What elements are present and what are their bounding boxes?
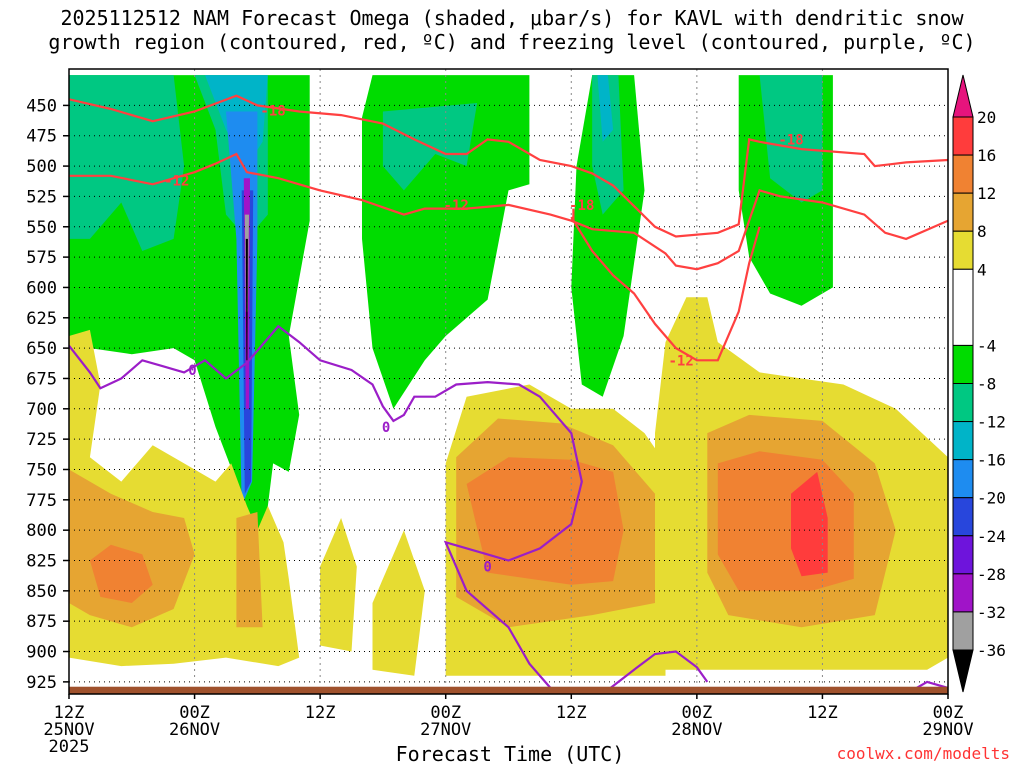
x-axis-title: Forecast Time (UTC) bbox=[395, 742, 625, 766]
y-tick-label: 550 bbox=[26, 218, 57, 238]
colorbar-tick-label: 8 bbox=[977, 222, 987, 241]
colorbar-swatch bbox=[952, 497, 974, 537]
y-tick-label: 500 bbox=[26, 157, 57, 177]
y-tick-label: 775 bbox=[26, 491, 57, 511]
colorbar-swatch bbox=[952, 611, 974, 651]
contour-label: 0 bbox=[483, 560, 491, 576]
x-tick-date: 27NOV bbox=[420, 720, 471, 740]
colorbar-tick-label: -24 bbox=[977, 527, 1006, 546]
omega-region-17 bbox=[320, 518, 357, 652]
x-tick-label: 00Z bbox=[681, 703, 712, 723]
colorbar-swatch bbox=[952, 421, 974, 461]
omega-region-10 bbox=[597, 75, 614, 142]
contour-label: 0 bbox=[188, 363, 196, 379]
omega-region-26 bbox=[466, 457, 624, 585]
colorbar-tick-label: -12 bbox=[977, 413, 1006, 432]
y-tick-label: 850 bbox=[26, 582, 57, 602]
x-tick-label: 00Z bbox=[933, 703, 964, 723]
y-tick-label: 900 bbox=[26, 643, 57, 663]
x-tick-date: 29NOV bbox=[922, 720, 973, 740]
x-tick-label: 00Z bbox=[430, 703, 461, 723]
omega-region-27 bbox=[717, 451, 854, 591]
colorbar-tick-label: -4 bbox=[977, 336, 996, 355]
x-tick-date: 26NOV bbox=[169, 720, 220, 740]
y-tick-label: 525 bbox=[26, 187, 57, 207]
colorbar-tick-label: -8 bbox=[977, 375, 996, 394]
colorbar-tick-label: -20 bbox=[977, 489, 1006, 508]
plot-frame bbox=[68, 68, 949, 695]
colorbar-tick-label: -36 bbox=[977, 641, 1006, 660]
x-tick-year: 2025 bbox=[49, 737, 90, 757]
colorbar-swatch bbox=[952, 268, 974, 346]
omega-region-28 bbox=[791, 471, 828, 577]
colorbar-tick-label: 16 bbox=[977, 146, 996, 165]
omega-region-25 bbox=[89, 544, 153, 603]
omega-region-2 bbox=[571, 75, 645, 397]
contour-label: -18 bbox=[260, 103, 285, 119]
omega-region-8 bbox=[759, 75, 823, 203]
colorbar-swatch bbox=[952, 383, 974, 423]
omega-region-15 bbox=[245, 238, 248, 361]
contour-label: -18 bbox=[778, 132, 803, 148]
chart-title-line-2: growth region (contoured, red, ºC) and f… bbox=[48, 30, 976, 54]
colorbar-tick-label: 20 bbox=[977, 108, 996, 127]
y-tick-label: 700 bbox=[26, 400, 57, 420]
y-tick-label: 750 bbox=[26, 460, 57, 480]
x-tick-date: 25NOV bbox=[43, 720, 94, 740]
x-tick-label: 12Z bbox=[807, 703, 838, 723]
y-tick-label: 625 bbox=[26, 309, 57, 329]
terrain-band bbox=[69, 686, 948, 694]
x-tick-date: 28NOV bbox=[671, 720, 722, 740]
colorbar-swatch bbox=[952, 192, 974, 232]
colorbar-swatch bbox=[952, 459, 974, 499]
colorbar-swatch bbox=[952, 344, 974, 384]
omega-region-7 bbox=[592, 75, 624, 215]
x-tick-label: 12Z bbox=[556, 703, 587, 723]
y-tick-label: 875 bbox=[26, 612, 57, 632]
y-tick-label: 725 bbox=[26, 430, 57, 450]
colorbar-bottom-arrow bbox=[952, 649, 974, 693]
colorbar-tick-label: -32 bbox=[977, 603, 1006, 622]
contour-label: 0 bbox=[382, 420, 390, 436]
contour-line-2 bbox=[570, 216, 761, 362]
y-tick-label: 925 bbox=[26, 673, 57, 693]
contour-label: -18 bbox=[569, 198, 594, 214]
colorbar-tick-label: -28 bbox=[977, 565, 1006, 584]
x-tick-label: 00Z bbox=[179, 703, 210, 723]
contour-line-1 bbox=[69, 152, 948, 271]
contour-line-5 bbox=[602, 650, 709, 694]
colorbar-swatch bbox=[952, 573, 974, 613]
colorbar-tick-label: 4 bbox=[977, 260, 987, 279]
y-tick-label: 600 bbox=[26, 278, 57, 298]
colorbar-swatch bbox=[952, 154, 974, 194]
colorbar-tick-label: 12 bbox=[977, 184, 996, 203]
colorbar-swatch bbox=[952, 230, 974, 270]
colorbar-swatch bbox=[952, 116, 974, 156]
contour-line-4 bbox=[69, 324, 583, 689]
y-tick-label: 650 bbox=[26, 339, 57, 359]
y-tick-label: 675 bbox=[26, 369, 57, 389]
y-tick-label: 450 bbox=[26, 96, 57, 116]
y-tick-label: 825 bbox=[26, 552, 57, 572]
contour-label: -12 bbox=[444, 198, 469, 214]
contour-line-0 bbox=[69, 94, 948, 238]
x-tick-label: 12Z bbox=[54, 703, 85, 723]
chart-title-line-1: 2025112512 NAM Forecast Omega (shaded, μ… bbox=[60, 6, 964, 30]
contour-label: -12 bbox=[669, 353, 694, 369]
omega-region-22 bbox=[236, 512, 263, 628]
x-tick-label: 12Z bbox=[305, 703, 336, 723]
credit-text: coolwx.com/modelts bbox=[836, 744, 1010, 763]
contour-label: -12 bbox=[164, 174, 189, 190]
colorbar-tick-label: -16 bbox=[977, 451, 1006, 470]
y-tick-label: 800 bbox=[26, 521, 57, 541]
colorbar-top-arrow bbox=[952, 74, 974, 118]
y-tick-label: 575 bbox=[26, 248, 57, 268]
omega-region-18 bbox=[372, 530, 425, 676]
colorbar-swatch bbox=[952, 535, 974, 575]
y-tick-label: 475 bbox=[26, 127, 57, 147]
omega-region-4 bbox=[69, 75, 185, 251]
